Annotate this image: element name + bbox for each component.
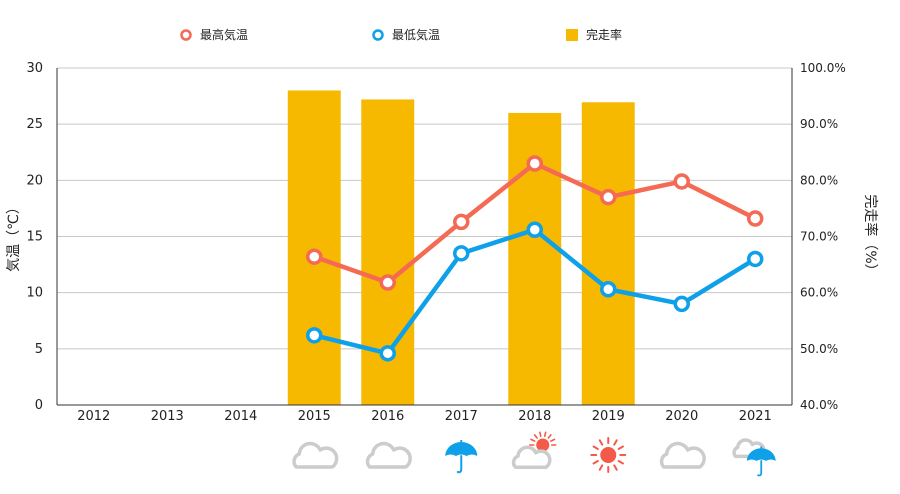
cloud-icon (292, 441, 339, 469)
data-point (379, 345, 396, 362)
x-tick-label: 2021 (739, 409, 772, 424)
y-tick-label: 30 (26, 61, 43, 76)
legend-swatch (372, 29, 384, 41)
cloud-umbrella-icon (732, 438, 776, 477)
bar-series (287, 90, 635, 406)
x-tick-label: 2012 (77, 409, 110, 424)
data-point (526, 221, 543, 239)
data-point (673, 295, 690, 313)
x-tick-label: 2016 (371, 409, 404, 424)
y-tick-label: 5 (35, 342, 43, 357)
y-tick-label: 0 (35, 398, 43, 413)
data-point (379, 274, 396, 291)
y2-tick-label: 100.0% (800, 61, 846, 75)
x-tick-label: 2020 (665, 409, 698, 424)
x-tick-label: 2014 (224, 409, 257, 424)
line-series (306, 155, 764, 362)
y-tick-label: 10 (26, 286, 43, 301)
y-tick-label: 25 (26, 117, 43, 132)
data-point (747, 250, 764, 268)
data-point (526, 155, 543, 172)
legend-label: 完走率 (586, 27, 622, 42)
data-point (600, 188, 617, 206)
y-axis-label: 気温（℃） (6, 200, 22, 272)
cloud-icon (659, 441, 706, 469)
x-tick-label: 2017 (445, 409, 478, 424)
x-tick-label: 2015 (298, 409, 331, 424)
axes: 0 40.0% 5 50.0% 10 60.0% 15 70.0% 20 80.0% 25 90.0%… (26, 61, 845, 424)
data-point (306, 327, 323, 344)
data-point (453, 213, 470, 231)
umbrella-icon (445, 440, 478, 474)
y2-tick-label: 40.0% (800, 398, 838, 412)
y2-tick-label: 50.0% (800, 342, 838, 356)
cloud-icon (365, 441, 412, 469)
x-tick-label: 2019 (592, 409, 625, 424)
legend: 最高気温 最低気温 完走率 (180, 27, 622, 42)
bar-mark (287, 90, 341, 405)
data-point (306, 248, 323, 265)
legend-label: 最高気温 (200, 27, 248, 42)
y2-tick-label: 90.0% (800, 117, 838, 131)
y2-tick-label: 60.0% (800, 286, 838, 300)
y2-axis-label: 完走率（%） (862, 194, 879, 277)
legend-swatch (566, 29, 578, 41)
x-tick-label: 2013 (151, 409, 184, 424)
sun-icon (590, 437, 627, 473)
y-tick-label: 15 (26, 230, 43, 245)
data-point (600, 281, 617, 298)
data-point (747, 210, 764, 227)
legend-label: 最低気温 (392, 27, 440, 42)
x-tick-label: 2018 (518, 409, 551, 424)
grid (57, 67, 792, 350)
weather-icons (292, 431, 776, 477)
data-point (673, 173, 690, 190)
y2-tick-label: 80.0% (800, 173, 838, 187)
bar-mark (581, 102, 635, 406)
cloud-sun-icon (511, 431, 557, 469)
y2-tick-label: 70.0% (800, 230, 838, 244)
legend-swatch (180, 29, 192, 41)
y-tick-label: 20 (26, 173, 43, 188)
data-point (453, 245, 470, 262)
